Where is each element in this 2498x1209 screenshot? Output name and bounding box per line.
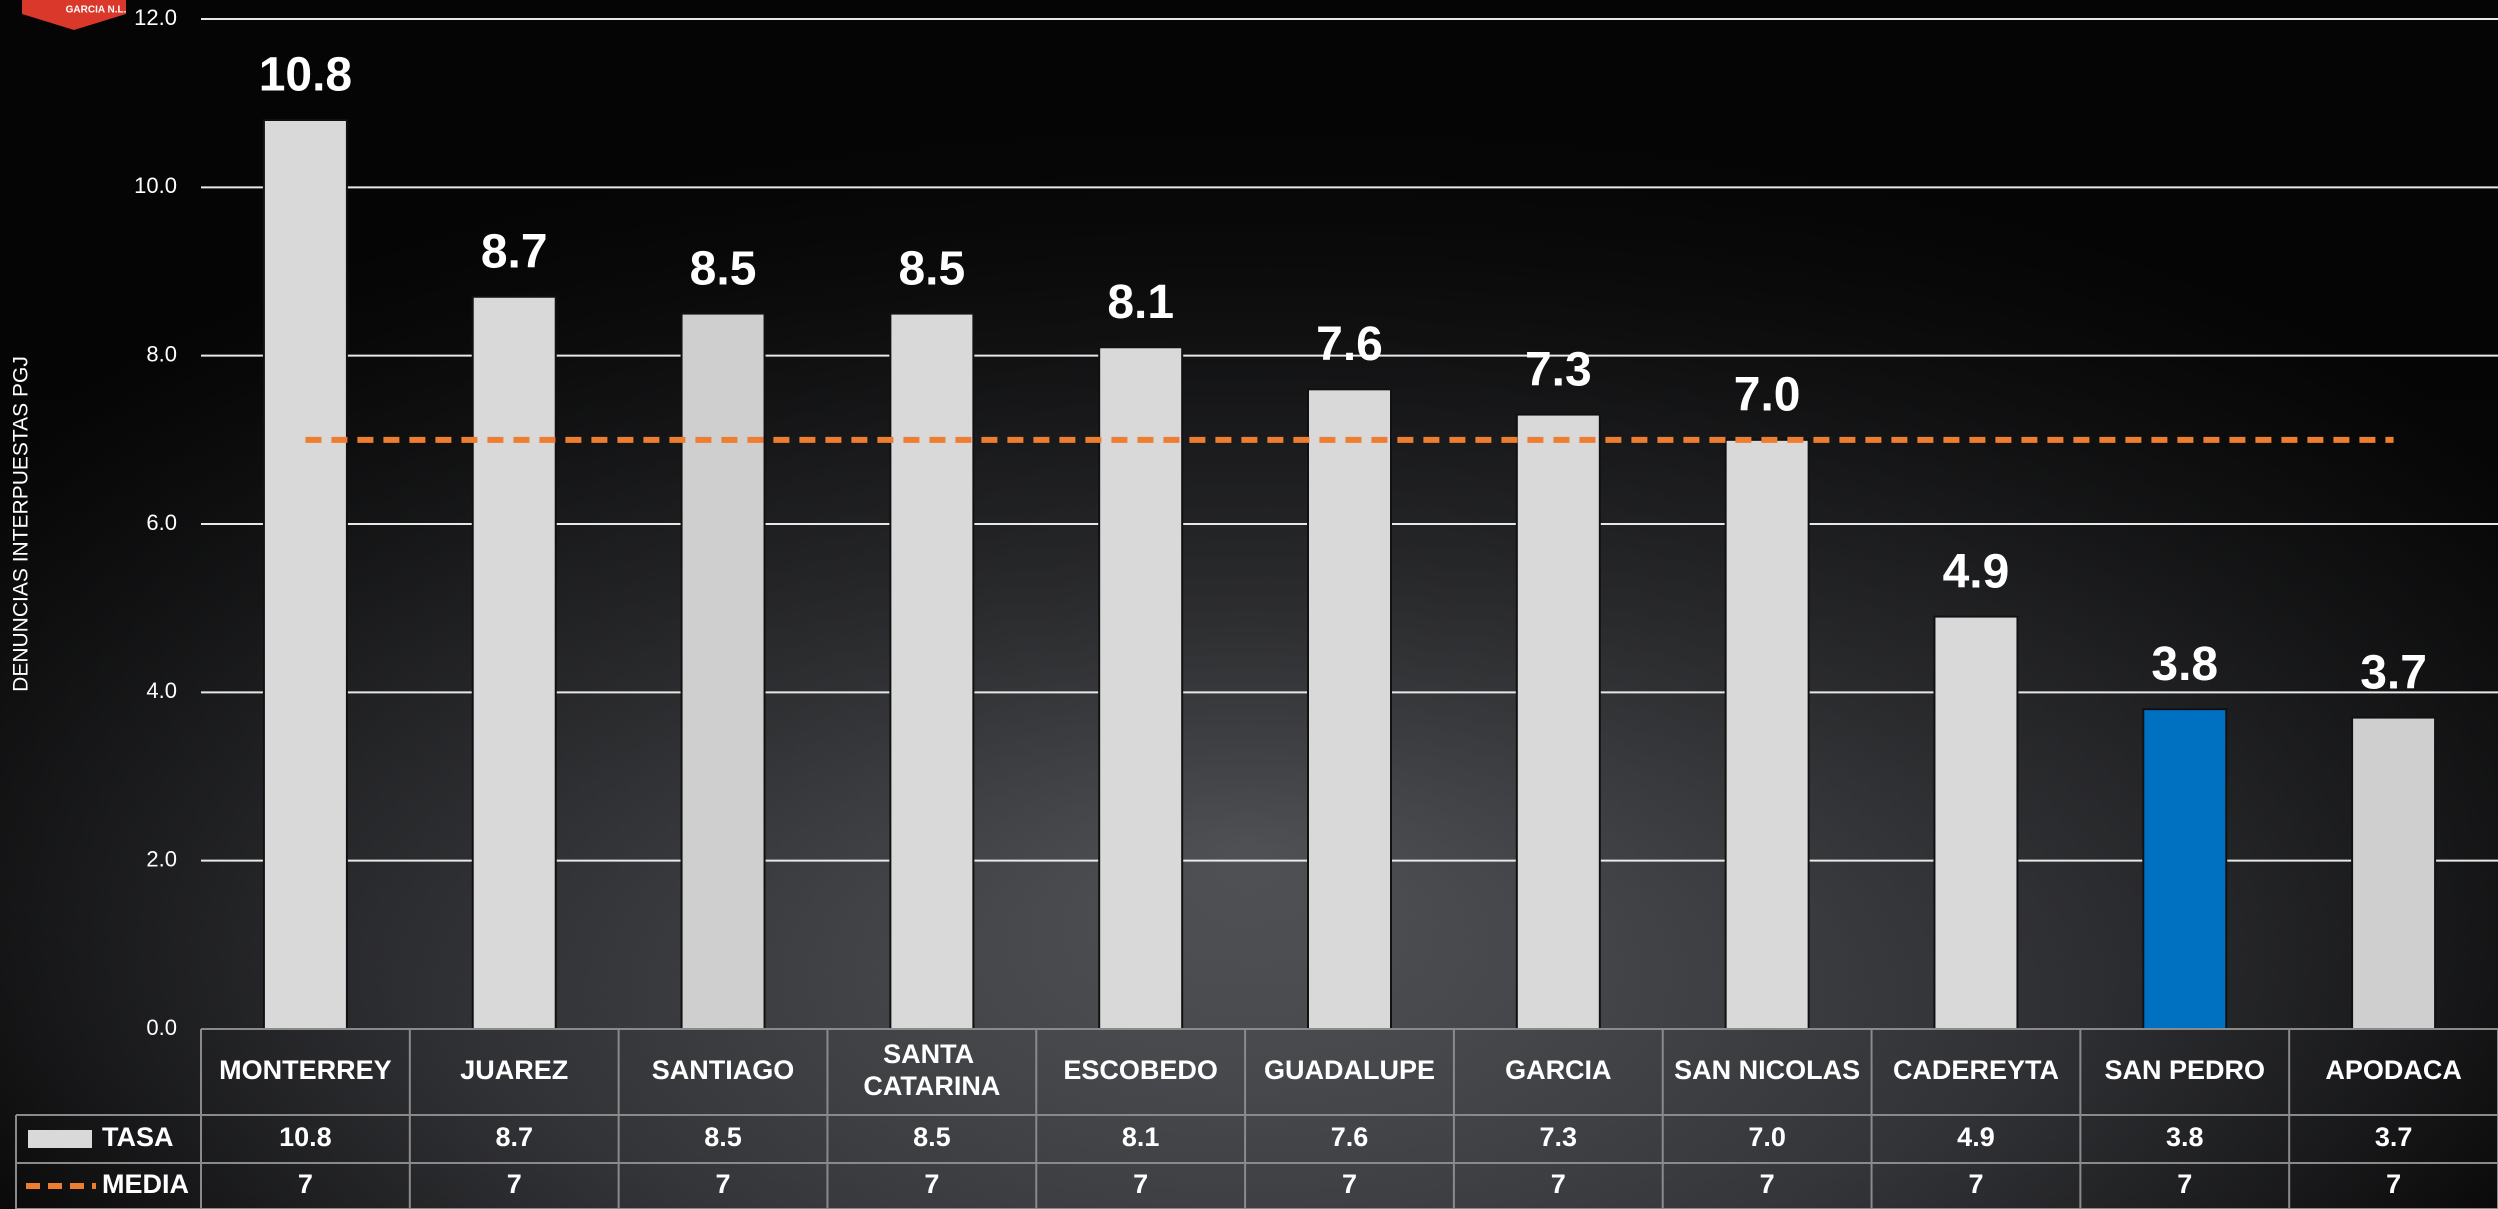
data-label: 3.8 (2151, 638, 2218, 691)
x-tick-label: APODACA (2325, 1055, 2462, 1085)
table-cell: 7.6 (1331, 1122, 1369, 1152)
data-label: 8.1 (1107, 276, 1174, 329)
data-label: 8.5 (898, 242, 965, 295)
y-tick-label: 10.0 (134, 173, 177, 198)
y-tick-label: 6.0 (146, 510, 177, 535)
table-cell: 8.5 (913, 1122, 951, 1152)
table-cell: 8.5 (704, 1122, 742, 1152)
y-axis-label: DENUNCIAS INTERPUESTAS PGJ (10, 356, 33, 692)
table-cell: 10.8 (279, 1122, 332, 1152)
bar (2351, 716, 2437, 1030)
bar (1724, 438, 1810, 1031)
x-tick-label: SAN PEDRO (2105, 1055, 2266, 1085)
table-cell: 7 (2177, 1169, 2192, 1199)
bar (471, 295, 557, 1030)
table-cell: 7 (1551, 1169, 1566, 1199)
data-label: 8.5 (690, 242, 757, 295)
table-cell: 3.8 (2166, 1122, 2204, 1152)
data-label: 8.7 (481, 225, 548, 278)
y-tick-label: 8.0 (146, 341, 177, 366)
x-tick-label: JUAREZ (460, 1055, 568, 1085)
table-cell: 8.1 (1122, 1122, 1160, 1152)
bar (2142, 708, 2228, 1031)
legend-label: MEDIA (102, 1169, 189, 1199)
x-tick-label: GUADALUPE (1264, 1055, 1435, 1085)
data-label: 7.0 (1734, 369, 1801, 422)
data-label: 3.7 (2360, 646, 2427, 699)
table-cell: 7.3 (1540, 1122, 1578, 1152)
legend-label: TASA (102, 1122, 174, 1152)
x-tick-label: MONTERREY (219, 1055, 392, 1085)
table-cell: 7.0 (1748, 1122, 1786, 1152)
table-cell: 7 (716, 1169, 731, 1199)
bar (889, 312, 975, 1031)
table-cell: 7 (1133, 1169, 1148, 1199)
table-cell: 7 (298, 1169, 313, 1199)
data-label: 7.3 (1525, 343, 1592, 396)
bar (1515, 413, 1601, 1031)
table-cell: 7 (1968, 1169, 1983, 1199)
x-tick-label: ESCOBEDO (1063, 1055, 1218, 1085)
table-cell: 7 (507, 1169, 522, 1199)
table-cell: 3.7 (2375, 1122, 2413, 1152)
table-cell: 7 (1760, 1169, 1775, 1199)
table-cell: 7 (2386, 1169, 2401, 1199)
legend-swatch (28, 1130, 92, 1148)
bar (1098, 346, 1184, 1030)
bar (1933, 615, 2019, 1030)
data-label: 7.6 (1316, 318, 1383, 371)
y-tick-label: 0.0 (146, 1015, 177, 1040)
table-cell: 8.7 (495, 1122, 533, 1152)
x-tick-label: GARCIA (1505, 1055, 1612, 1085)
y-tick-label: 2.0 (146, 846, 177, 871)
logo-shape (22, 0, 126, 30)
y-tick-label: 12.0 (134, 5, 177, 30)
logo-text: GARCIA N.L. (66, 5, 127, 16)
bar (1307, 388, 1392, 1031)
bar (262, 119, 348, 1030)
table-cell: 7 (924, 1169, 939, 1199)
data-label: 4.9 (1943, 545, 2010, 598)
x-tick-label: CADEREYTA (1893, 1055, 2059, 1085)
x-tick-label: SAN NICOLAS (1674, 1055, 1860, 1085)
bar (680, 312, 766, 1031)
table-cell: 4.9 (1957, 1122, 1995, 1152)
x-tick-label: SANTIAGO (652, 1055, 795, 1085)
table-cell: 7 (1342, 1169, 1357, 1199)
x-tick-label: SANTA CATARINA (863, 1039, 1000, 1101)
data-label: 10.8 (259, 49, 352, 102)
y-tick-label: 4.0 (146, 678, 177, 703)
